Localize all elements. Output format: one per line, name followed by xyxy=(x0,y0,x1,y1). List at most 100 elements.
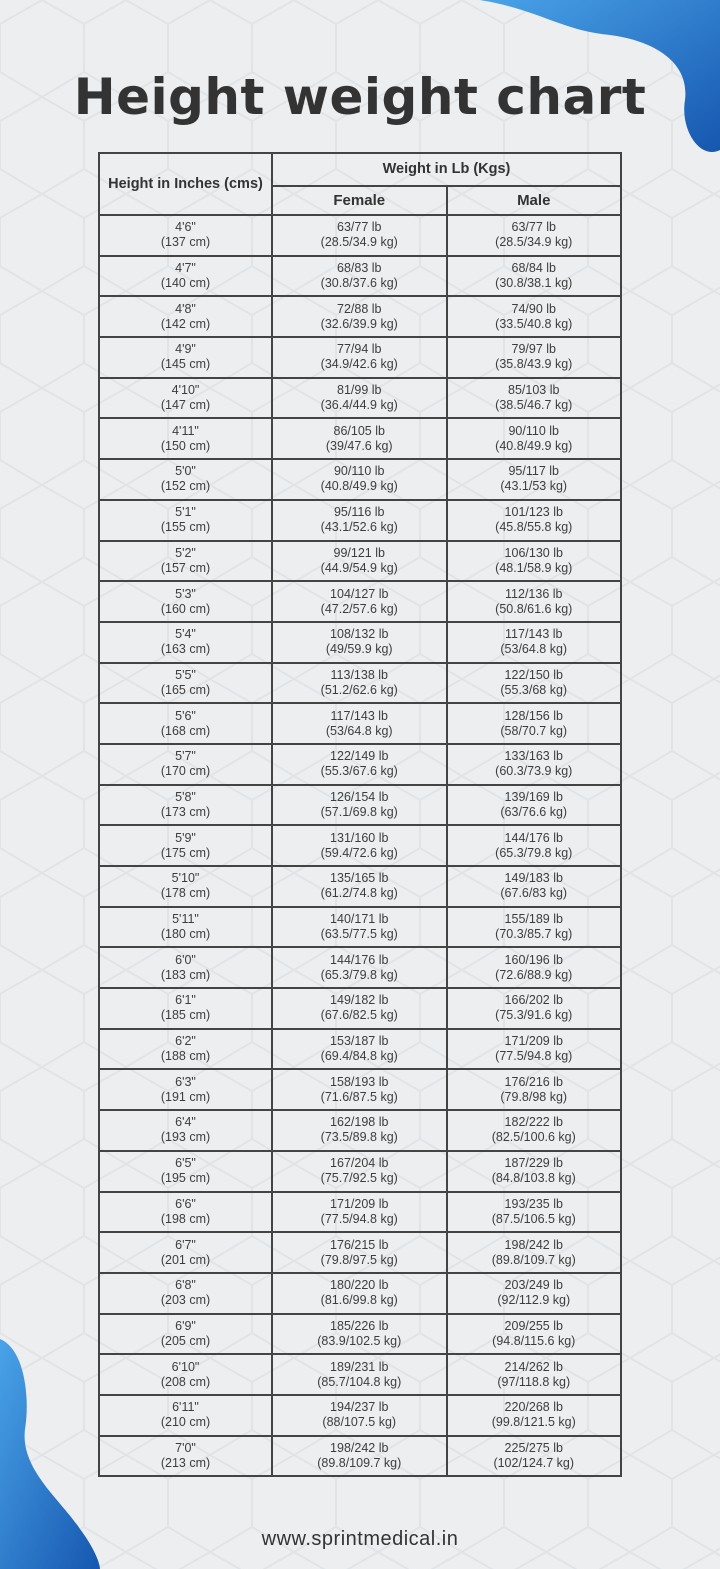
height-cell-cm: (142 cm) xyxy=(160,316,211,331)
height-cell: 5'9" (175 cm) xyxy=(98,824,273,867)
table-row: 4'9" (145 cm) 77/94 lb (34.9/42.6 kg) 79/97 … xyxy=(98,336,622,379)
male-weight-cell: 106/130 lb (48.1/58.9 kg) xyxy=(445,539,622,583)
height-cell: 7'0" (213 cm) xyxy=(98,1434,273,1478)
height-cell-cm: (150 cm) xyxy=(160,438,211,453)
height-cell-cm: (203 cm) xyxy=(160,1293,211,1308)
male-weight-cell: 203/249 lb (92/112.9 kg) xyxy=(445,1271,622,1315)
height-cell: 6'7" (201 cm) xyxy=(98,1231,273,1274)
male-weight-cell-male-kg: (70.3/85.7 kg) xyxy=(495,927,573,942)
female-weight-cell-female-lb: 194/237 lb xyxy=(330,1400,389,1415)
height-cell-height: 6'4" xyxy=(175,1115,196,1130)
female-weight-cell: 126/154 lb (57.1/69.8 kg) xyxy=(271,783,448,827)
female-weight-cell-female-kg: (73.5/89.8 kg) xyxy=(320,1130,398,1145)
female-weight-cell-female-kg: (43.1/52.6 kg) xyxy=(320,520,398,535)
blue-wave-top-right xyxy=(480,0,720,152)
height-cell-height: 5'1" xyxy=(175,505,196,520)
female-weight-cell-female-lb: 171/209 lb xyxy=(330,1196,389,1211)
female-weight-cell: 99/121 lb (44.9/54.9 kg) xyxy=(271,539,448,583)
male-weight-cell-male-lb: 117/143 lb xyxy=(505,627,563,642)
female-weight-cell: 194/237 lb (88/107.5 kg) xyxy=(271,1393,448,1437)
female-weight-cell-female-kg: (36.4/44.9 kg) xyxy=(320,398,398,413)
female-weight-cell: 167/204 lb (75.7/92.5 kg) xyxy=(271,1149,448,1193)
male-weight-cell-male-lb: 193/235 lb xyxy=(504,1196,563,1211)
female-weight-cell-female-kg: (49/59.9 kg) xyxy=(325,642,393,657)
female-weight-cell-female-lb: 185/226 lb xyxy=(330,1318,389,1333)
male-weight-cell-male-kg: (102/124.7 kg) xyxy=(493,1455,575,1470)
height-cell-cm: (165 cm) xyxy=(160,682,211,697)
height-cell-height: 4'7" xyxy=(175,261,196,276)
male-weight-cell-male-kg: (63/76.6 kg) xyxy=(500,804,568,819)
male-weight-cell-male-lb: 144/176 lb xyxy=(504,830,563,845)
height-cell: 4'9" (145 cm) xyxy=(98,336,273,379)
female-weight-cell-female-lb: 158/193 lb xyxy=(330,1074,389,1089)
height-cell-height: 5'8" xyxy=(175,789,196,804)
male-column-header: Male xyxy=(445,184,622,217)
height-cell-height: 4'10" xyxy=(171,383,200,398)
height-weight-table: Height in Inches (cms) Weight in Lb (Kgs… xyxy=(98,152,622,1478)
male-weight-cell: 155/189 lb (70.3/85.7 kg) xyxy=(445,905,622,949)
female-weight-cell-female-lb: 113/138 lb xyxy=(330,667,388,682)
female-weight-cell: 153/187 lb (69.4/84.8 kg) xyxy=(271,1027,448,1071)
female-weight-cell-female-lb: 126/154 lb xyxy=(330,789,389,804)
table-row: 4'11" (150 cm) 86/105 lb (39/47.6 kg) 90/110… xyxy=(98,417,622,461)
female-weight-cell: 72/88 lb (32.6/39.9 kg) xyxy=(271,295,448,339)
male-weight-cell-male-lb: 187/229 lb xyxy=(504,1156,563,1171)
height-cell: 6'3" (191 cm) xyxy=(98,1068,273,1112)
height-cell: 4'11" (150 cm) xyxy=(98,417,273,461)
height-cell-height: 4'9" xyxy=(175,342,196,357)
female-weight-cell-female-lb: 131/160 lb xyxy=(330,830,389,845)
male-weight-cell-male-kg: (60.3/73.9 kg) xyxy=(495,764,573,779)
female-weight-cell: 140/171 lb (63.5/77.5 kg) xyxy=(271,905,448,949)
table-row: 6'0" (183 cm) 144/176 lb (65.3/79.8 kg) 160/… xyxy=(98,946,622,990)
table-row: 5'9" (175 cm) 131/160 lb (59.4/72.6 kg) 144/… xyxy=(98,824,622,867)
height-cell-height: 6'7" xyxy=(175,1237,196,1252)
female-weight-cell: 104/127 lb (47.2/57.6 kg) xyxy=(271,580,448,623)
male-weight-cell: 225/275 lb (102/124.7 kg) xyxy=(445,1434,622,1478)
female-weight-cell-female-kg: (40.8/49.9 kg) xyxy=(320,479,398,494)
male-weight-cell-male-lb: 166/202 lb xyxy=(504,993,563,1008)
table-row: 6'9" (205 cm) 185/226 lb (83.9/102.5 kg) 209… xyxy=(98,1312,622,1356)
female-weight-cell-female-kg: (69.4/84.8 kg) xyxy=(320,1049,398,1064)
female-weight-cell-female-kg: (39/47.6 kg) xyxy=(325,438,393,453)
male-weight-cell-male-kg: (28.5/34.9 kg) xyxy=(495,235,573,250)
male-weight-cell-male-lb: 106/130 lb xyxy=(504,545,563,560)
table-row: 6'11" (210 cm) 194/237 lb (88/107.5 kg) 220/… xyxy=(98,1393,622,1437)
height-cell-height: 5'9" xyxy=(175,830,196,845)
female-weight-cell-female-lb: 77/94 lb xyxy=(337,342,382,357)
height-cell-height: 5'0" xyxy=(175,464,196,479)
male-weight-cell: 74/90 lb (33.5/40.8 kg) xyxy=(445,295,622,339)
male-weight-cell-male-lb: 101/123 lb xyxy=(504,505,563,520)
male-weight-cell-male-lb: 176/216 lb xyxy=(504,1074,563,1089)
height-cell: 4'8" (142 cm) xyxy=(98,295,273,339)
height-cell-height: 6'5" xyxy=(175,1156,196,1171)
height-cell: 5'8" (173 cm) xyxy=(98,783,273,827)
female-weight-cell: 149/182 lb (67.6/82.5 kg) xyxy=(271,987,448,1030)
female-weight-cell-female-lb: 140/171 lb xyxy=(330,912,389,927)
height-cell-cm: (208 cm) xyxy=(160,1374,211,1389)
blue-wave-bottom-left xyxy=(0,1339,100,1569)
male-weight-cell-male-lb: 139/169 lb xyxy=(504,789,563,804)
female-weight-cell: 77/94 lb (34.9/42.6 kg) xyxy=(271,336,448,379)
male-weight-cell-male-lb: 149/183 lb xyxy=(504,871,563,886)
height-cell-height: 6'11" xyxy=(172,1400,199,1415)
height-cell-cm: (145 cm) xyxy=(160,357,211,372)
female-weight-cell-female-kg: (71.6/87.5 kg) xyxy=(320,1089,398,1104)
female-weight-cell: 68/83 lb (30.8/37.6 kg) xyxy=(271,254,448,298)
height-cell-cm: (173 cm) xyxy=(160,804,211,819)
height-cell-height: 5'3" xyxy=(175,586,196,601)
height-cell: 5'10" (178 cm) xyxy=(98,865,273,908)
female-weight-cell-female-lb: 81/99 lb xyxy=(337,383,382,398)
height-cell: 6'10" (208 cm) xyxy=(98,1353,273,1396)
male-weight-cell-male-kg: (45.8/55.8 kg) xyxy=(495,520,573,535)
height-cell: 5'3" (160 cm) xyxy=(98,580,273,623)
female-weight-cell-female-kg: (28.5/34.9 kg) xyxy=(320,235,398,250)
height-cell-cm: (168 cm) xyxy=(160,723,211,738)
male-weight-cell: 101/123 lb (45.8/55.8 kg) xyxy=(445,498,622,542)
female-weight-cell: 122/149 lb (55.3/67.6 kg) xyxy=(271,742,448,786)
female-weight-cell: 189/231 lb (85.7/104.8 kg) xyxy=(271,1353,448,1396)
height-cell-cm: (163 cm) xyxy=(160,642,211,657)
height-cell-height: 6'2" xyxy=(175,1034,196,1049)
male-weight-cell-male-kg: (77.5/94.8 kg) xyxy=(495,1049,573,1064)
height-cell-cm: (155 cm) xyxy=(160,520,211,535)
table-row: 7'0" (213 cm) 198/242 lb (89.8/109.7 kg) 225… xyxy=(98,1434,622,1478)
